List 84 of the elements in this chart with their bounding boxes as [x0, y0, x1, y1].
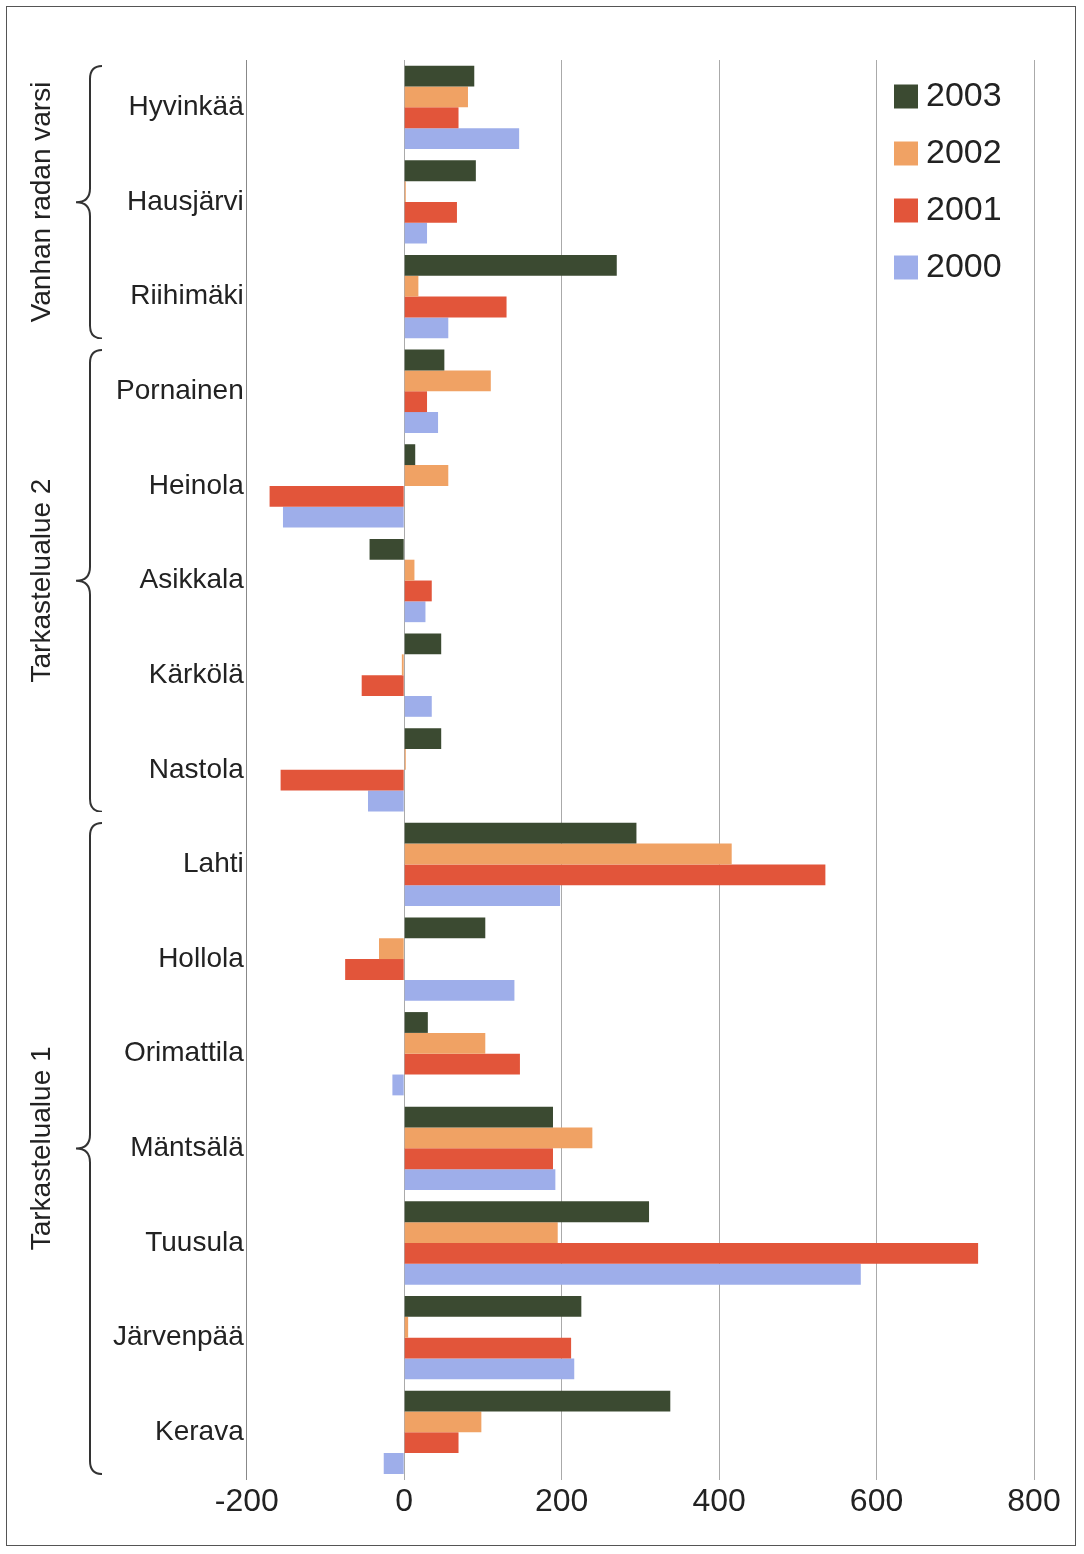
bar — [404, 695, 432, 717]
bar — [383, 1453, 404, 1474]
bar — [404, 1012, 428, 1033]
bar — [404, 1032, 486, 1054]
y-tick-label: Hollola — [158, 941, 245, 973]
y-tick-label: Tuusula — [145, 1225, 245, 1257]
legend-label: 2001 — [926, 188, 1002, 227]
bar — [404, 885, 561, 907]
bar — [269, 485, 404, 507]
bar — [404, 1358, 575, 1380]
bar — [404, 65, 475, 87]
bar — [404, 1263, 861, 1285]
y-tick-label: Järvenpää — [112, 1320, 245, 1352]
bar — [404, 580, 432, 602]
y-tick-label: Heinola — [148, 468, 245, 500]
x-tick-label: 800 — [1007, 1481, 1061, 1518]
x-tick-label: 400 — [692, 1481, 746, 1518]
text: Tarkastelualue 1 — [24, 1046, 56, 1251]
x-tick-label: -200 — [214, 1481, 279, 1518]
bar — [404, 275, 419, 297]
bar — [392, 1074, 404, 1096]
bar — [282, 506, 404, 528]
bar — [361, 675, 404, 696]
bar — [379, 938, 404, 960]
bar — [404, 86, 468, 108]
bar — [404, 1296, 582, 1317]
bar — [404, 1127, 593, 1149]
bar — [404, 254, 617, 276]
bar — [345, 959, 404, 980]
bar — [404, 1053, 520, 1075]
legend-label: 2000 — [926, 245, 1002, 284]
bar — [404, 201, 457, 223]
bar — [404, 979, 515, 1001]
bar — [404, 601, 426, 623]
y-tick-label: Kärkölä — [148, 657, 245, 689]
bar — [404, 1337, 572, 1359]
y-tick-label: Nastola — [148, 752, 245, 784]
text: Tarkastelualue 2 — [24, 478, 56, 683]
bar — [367, 790, 404, 812]
bar — [404, 317, 449, 339]
y-tick-label: Hausjärvi — [127, 184, 244, 216]
y-tick-label: Hyvinkää — [128, 90, 245, 122]
x-tick-label: 200 — [534, 1481, 589, 1518]
text: Vanhan radan varsi — [24, 81, 56, 323]
bar — [404, 349, 445, 371]
bar — [404, 160, 476, 182]
bar — [404, 1411, 482, 1433]
bar — [369, 538, 404, 560]
y-tick-label: Mäntsälä — [130, 1131, 245, 1163]
x-tick-label: 600 — [849, 1481, 904, 1518]
bar — [404, 559, 415, 581]
bar — [404, 128, 520, 149]
y-tick-label: Orimattila — [123, 1036, 245, 1068]
y-tick-label: Asikkala — [139, 563, 245, 595]
bar — [404, 864, 826, 886]
bar — [404, 633, 442, 655]
bar — [404, 1106, 553, 1128]
legend-label: 2003 — [926, 74, 1002, 113]
y-tick-label: Riihimäki — [130, 279, 244, 311]
bar — [404, 412, 439, 433]
bar — [404, 465, 449, 486]
y-tick-label: Kerava — [155, 1415, 245, 1446]
bar — [404, 296, 507, 318]
bar — [404, 1432, 459, 1454]
bar — [280, 769, 404, 791]
bar — [404, 107, 459, 129]
bar — [404, 222, 428, 244]
bar — [404, 917, 486, 939]
bar — [404, 1243, 979, 1264]
bar — [404, 1201, 650, 1223]
bar — [404, 370, 491, 392]
bar — [404, 391, 428, 413]
bar — [404, 1148, 553, 1170]
bar — [404, 822, 637, 844]
x-tick-label: 0 — [395, 1481, 414, 1518]
y-tick-label: Pornainen — [116, 373, 244, 405]
y-tick-label: Lahti — [183, 847, 244, 879]
legend-label: 2002 — [926, 131, 1002, 170]
bar — [404, 1222, 558, 1243]
bar — [404, 728, 442, 749]
bar — [404, 1169, 556, 1190]
bar — [404, 1390, 671, 1412]
bar — [404, 444, 416, 466]
bar — [404, 843, 732, 865]
